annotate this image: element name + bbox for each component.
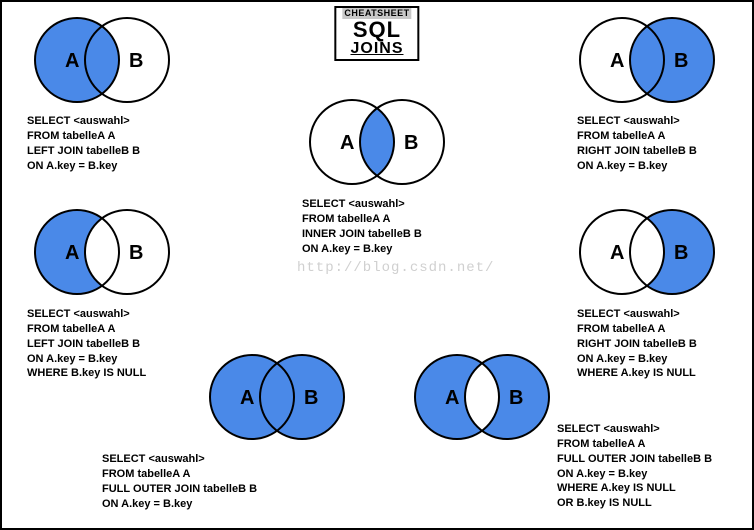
sql-joins-cheatsheet: CHEATSHEET SQL JOINS http://blog.csdn.ne…	[0, 0, 754, 530]
venn-left-join: AB	[22, 10, 182, 110]
label-b: B	[674, 50, 688, 72]
label-b: B	[304, 387, 318, 409]
venn-inner-join: AB	[297, 92, 457, 192]
sql-inner-join: SELECT <auswahl> FROM tabelleA A INNER J…	[302, 197, 422, 256]
venn-right-excl: AB	[567, 202, 727, 302]
title-joins: JOINS	[342, 41, 411, 57]
title-box: CHEATSHEET SQL JOINS	[334, 6, 419, 61]
sql-left-excl: SELECT <auswahl> FROM tabelleA A LEFT JO…	[27, 307, 146, 381]
label-a: A	[610, 50, 624, 72]
label-a: A	[610, 242, 624, 264]
label-b: B	[129, 242, 143, 264]
label-b: B	[674, 242, 688, 264]
watermark: http://blog.csdn.net/	[297, 260, 494, 276]
sql-full-outer: SELECT <auswahl> FROM tabelleA A FULL OU…	[102, 452, 257, 511]
venn-full-outer: AB	[197, 347, 357, 447]
sql-right-join: SELECT <auswahl> FROM tabelleA A RIGHT J…	[577, 114, 697, 173]
label-b: B	[129, 50, 143, 72]
sql-left-join: SELECT <auswahl> FROM tabelleA A LEFT JO…	[27, 114, 140, 173]
label-a: A	[65, 50, 79, 72]
label-a: A	[65, 242, 79, 264]
label-b: B	[404, 132, 418, 154]
label-a: A	[240, 387, 254, 409]
title-main: SQL	[342, 19, 411, 41]
label-a: A	[340, 132, 354, 154]
label-b: B	[509, 387, 523, 409]
sql-full-outer-excl: SELECT <auswahl> FROM tabelleA A FULL OU…	[557, 422, 712, 511]
venn-left-excl: AB	[22, 202, 182, 302]
label-a: A	[445, 387, 459, 409]
venn-full-outer-excl: AB	[402, 347, 562, 447]
sql-right-excl: SELECT <auswahl> FROM tabelleA A RIGHT J…	[577, 307, 697, 381]
venn-right-join: AB	[567, 10, 727, 110]
